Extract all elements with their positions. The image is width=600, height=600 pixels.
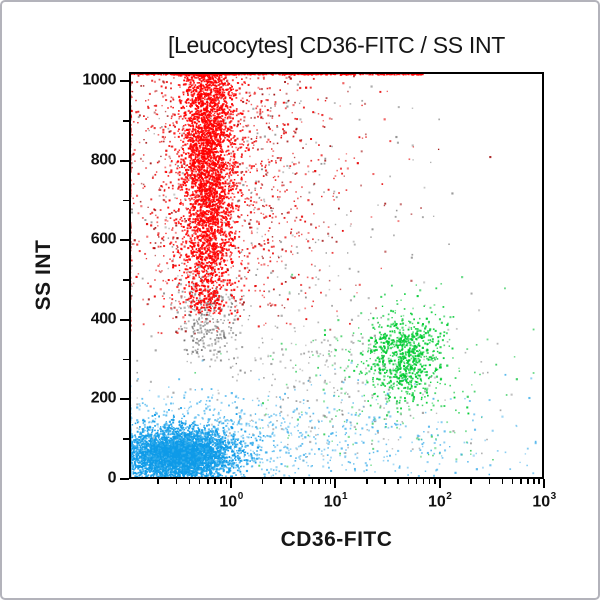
x-tick-major bbox=[334, 479, 337, 488]
x-tick-base: 10 bbox=[219, 493, 238, 511]
x-tick-minor bbox=[280, 479, 282, 484]
x-tick-base: 10 bbox=[323, 493, 342, 511]
x-tick-minor bbox=[415, 479, 418, 484]
x-tick-minor bbox=[303, 479, 305, 484]
x-tick-minor bbox=[428, 479, 431, 484]
y-tick-label: 800 bbox=[90, 151, 117, 169]
y-tick-label: 600 bbox=[90, 230, 117, 248]
x-tick-minor bbox=[538, 479, 540, 484]
y-tick-major bbox=[120, 478, 129, 480]
x-tick-minor bbox=[470, 479, 472, 484]
x-tick-minor bbox=[220, 479, 222, 484]
x-tick-minor bbox=[366, 479, 368, 484]
x-tick-base: 10 bbox=[532, 493, 551, 511]
x-tick-label: 100 bbox=[219, 491, 244, 511]
x-tick-exponent: 3 bbox=[550, 491, 557, 502]
x-tick-minor bbox=[422, 479, 425, 484]
x-tick-minor bbox=[214, 479, 216, 484]
x-tick-major bbox=[230, 479, 233, 488]
x-tick-minor bbox=[318, 479, 320, 484]
y-axis-label: SS INT bbox=[32, 239, 55, 311]
y-tick-minor bbox=[123, 279, 129, 281]
y-tick-minor bbox=[123, 438, 129, 440]
x-tick-exponent: 2 bbox=[446, 491, 452, 502]
x-tick-minor bbox=[207, 479, 209, 484]
x-tick-minor bbox=[293, 479, 295, 484]
x-tick-minor bbox=[329, 479, 332, 484]
x-tick-exponent: 0 bbox=[237, 491, 244, 502]
y-tick-major bbox=[120, 159, 129, 162]
chart-title: [Leucocytes] CD36-FITC / SS INT bbox=[167, 32, 506, 58]
x-tick-minor bbox=[324, 479, 327, 484]
x-tick-label: 103 bbox=[532, 491, 557, 511]
y-tick-label: 1000 bbox=[82, 71, 116, 89]
x-tick-minor bbox=[175, 479, 178, 484]
x-tick-minor bbox=[261, 479, 264, 484]
y-tick-label: 200 bbox=[90, 390, 117, 408]
y-tick-major bbox=[120, 239, 129, 242]
x-tick-minor bbox=[397, 479, 399, 484]
y-tick-major bbox=[120, 318, 129, 321]
y-tick-label: 0 bbox=[107, 469, 117, 487]
x-tick-minor bbox=[533, 479, 535, 484]
x-tick-minor bbox=[488, 479, 491, 484]
x-tick-minor bbox=[407, 479, 410, 484]
x-tick-minor bbox=[188, 479, 191, 484]
y-tick-major bbox=[120, 80, 129, 83]
x-tick-minor bbox=[311, 479, 313, 484]
x-tick-minor bbox=[225, 479, 228, 484]
x-tick-major bbox=[543, 479, 545, 488]
x-tick-minor bbox=[198, 479, 201, 484]
y-tick-minor bbox=[123, 120, 129, 122]
x-tick-label: 102 bbox=[428, 491, 452, 511]
x-tick-minor bbox=[501, 479, 504, 484]
x-tick-minor bbox=[511, 479, 514, 484]
x-tick-minor bbox=[527, 479, 529, 484]
y-tick-minor bbox=[123, 358, 129, 361]
x-tick-base: 10 bbox=[428, 493, 446, 511]
x-tick-minor bbox=[157, 479, 159, 484]
x-tick-label: 101 bbox=[323, 491, 348, 511]
y-tick-major bbox=[120, 398, 129, 401]
x-tick-minor bbox=[434, 479, 436, 484]
x-tick-exponent: 1 bbox=[342, 491, 348, 502]
y-tick-minor bbox=[123, 199, 129, 202]
x-tick-minor bbox=[384, 479, 386, 484]
x-tick-major bbox=[438, 479, 441, 488]
x-tick-minor bbox=[520, 479, 522, 484]
x-axis-label: CD36-FITC bbox=[280, 528, 393, 551]
y-tick-label: 400 bbox=[90, 310, 117, 328]
